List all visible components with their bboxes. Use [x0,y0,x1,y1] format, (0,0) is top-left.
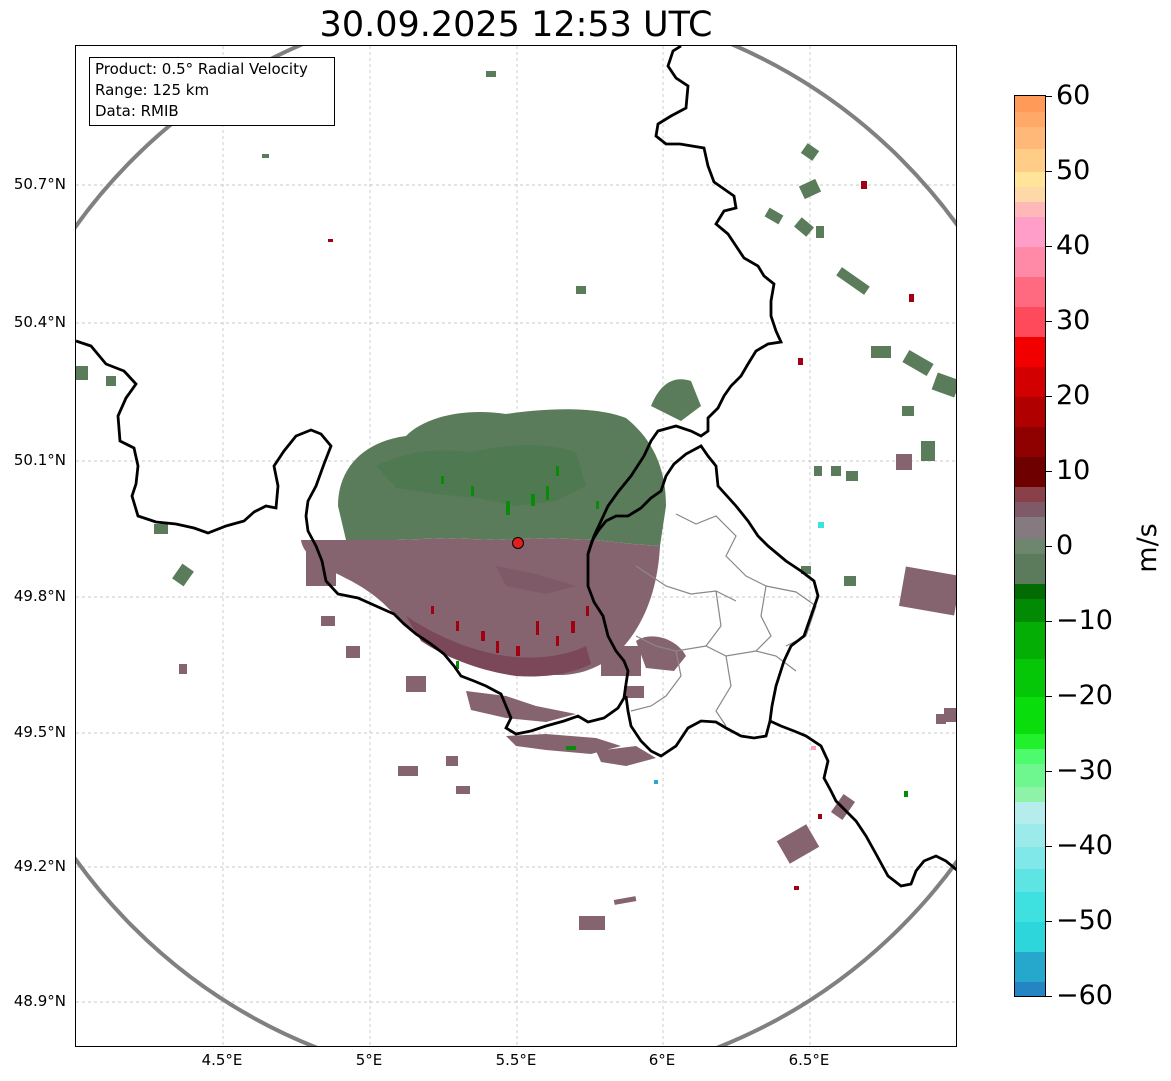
colorbar-tick [1046,471,1052,472]
colorbar-segment [1015,868,1045,892]
colorbar-segment [1015,951,1045,982]
colorbar-tick-label: −30 [1056,755,1113,786]
colorbar-segment [1015,148,1045,172]
colorbar-segment [1015,216,1045,247]
lat-tick-label: 50.4°N [13,313,66,331]
country-borders [76,46,956,888]
colorbar-tick-label: −40 [1056,830,1113,861]
radar-site-marker[interactable] [512,537,524,549]
lat-tick-label: 48.9°N [13,992,66,1010]
map-gridlines [76,46,956,1046]
scattered-echoes [76,71,956,930]
colorbar-segment [1015,921,1045,952]
colorbar-segment [1015,366,1045,397]
map-title: 30.09.2025 12:53 UTC [319,5,713,45]
colorbar-tick [1046,696,1052,697]
info-range: Range: 125 km [95,81,210,99]
colorbar-tick-label: 0 [1056,530,1074,561]
colorbar-segment [1015,201,1045,217]
colorbar-tick [1046,396,1052,397]
colorbar-tick [1046,771,1052,772]
colorbar-segment [1015,748,1045,765]
colorbar-tick-label: 40 [1056,230,1091,261]
colorbar-segment [1015,733,1045,750]
colorbar-segment [1015,846,1045,870]
colorbar-tick [1046,96,1052,97]
velocity-speckles [328,181,914,890]
colorbar-segment [1015,763,1045,787]
colorbar-segment [1015,486,1045,502]
colorbar-tick-label: −20 [1056,680,1113,711]
colorbar-segment [1015,336,1045,367]
colorbar-segment [1015,396,1045,427]
colorbar-segment [1015,96,1045,112]
lat-tick-label: 49.5°N [13,723,66,741]
colorbar-tick [1046,546,1052,547]
colorbar-segment [1015,426,1045,457]
product-info-box: Product: 0.5° Radial Velocity Range: 125… [89,57,335,126]
colorbar-tick [1046,246,1052,247]
lon-tick-label: 4.5°E [201,1051,243,1069]
lon-tick-label: 5.5°E [495,1051,537,1069]
radar-echoes [301,379,701,766]
colorbar-segment [1015,598,1045,622]
colorbar-segment [1015,246,1045,277]
colorbar-segment [1015,171,1045,187]
radar-map[interactable] [75,45,957,1047]
colorbar-tick [1046,921,1052,922]
colorbar-segment [1015,891,1045,922]
colorbar-segment [1015,456,1045,487]
colorbar-segment [1015,553,1045,585]
colorbar-tick-label: −50 [1056,905,1113,936]
lat-tick-label: 49.2°N [13,857,66,875]
colorbar-tick [1046,996,1052,997]
lon-tick-label: 6°E [648,1051,676,1069]
colorbar-segment [1015,276,1045,307]
colorbar-segment [1015,823,1045,847]
colorbar-tick-label: 60 [1056,80,1091,111]
colorbar-tick [1046,621,1052,622]
colorbar-segment [1015,696,1045,735]
colorbar-segment [1015,186,1045,202]
colorbar-tick [1046,171,1052,172]
colorbar-segment [1015,126,1045,150]
colorbar-tick-label: −10 [1056,605,1113,636]
velocity-colorbar [1014,95,1046,997]
colorbar-segment [1015,111,1045,127]
colorbar-segment [1015,621,1045,660]
colorbar-tick-label: 10 [1056,455,1091,486]
lat-tick-label: 50.7°N [13,175,66,193]
colorbar-segment [1015,306,1045,337]
colorbar-tick-label: −60 [1056,980,1113,1011]
colorbar-segment [1015,981,1045,996]
lon-tick-label: 6.5°E [788,1051,830,1069]
colorbar-segment [1015,501,1045,517]
colorbar-unit-label: m/s [1132,523,1163,573]
canton-boundaries [630,513,817,727]
lon-tick-label: 5°E [355,1051,383,1069]
colorbar-segment [1015,516,1045,540]
radar-map-canvas [76,46,956,1046]
colorbar-tick [1046,321,1052,322]
colorbar-tick [1046,846,1052,847]
info-source: Data: RMIB [95,102,179,120]
colorbar-tick-label: 20 [1056,380,1091,411]
colorbar-segment [1015,658,1045,697]
colorbar-segment [1015,801,1045,825]
colorbar-segment [1015,538,1045,555]
lat-tick-label: 49.8°N [13,587,66,605]
lat-tick-label: 50.1°N [13,451,66,469]
info-product: Product: 0.5° Radial Velocity [95,60,308,78]
colorbar-segment [1015,786,1045,802]
colorbar-segment [1015,583,1045,600]
colorbar-tick-label: 50 [1056,155,1091,186]
colorbar-tick-label: 30 [1056,305,1091,336]
